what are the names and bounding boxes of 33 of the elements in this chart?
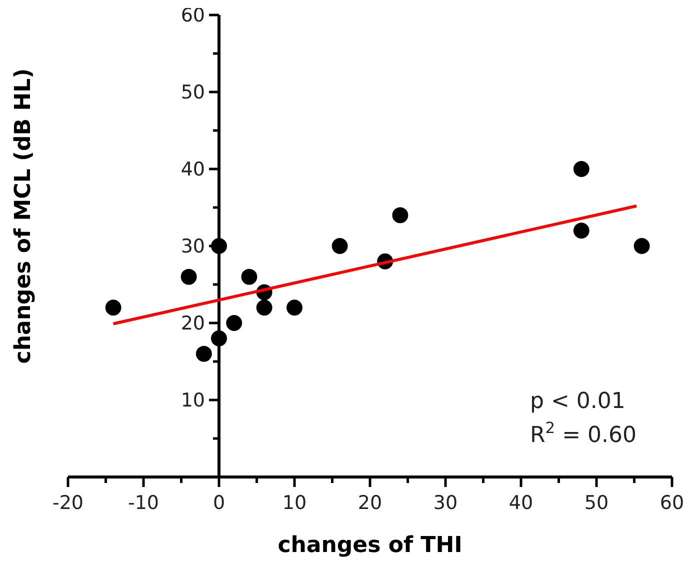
point: [573, 222, 590, 239]
point: [211, 238, 227, 254]
x-tick-label: -10: [128, 492, 160, 514]
point: [392, 207, 408, 224]
x-tick-label: 0: [212, 492, 226, 514]
annotation: p < 0.01: [530, 389, 626, 414]
point: [180, 268, 197, 285]
x-tick-label: 30: [433, 492, 458, 514]
point: [573, 161, 590, 177]
point: [226, 315, 242, 331]
annotation: R$^{2}$ = 0.60: [530, 419, 636, 448]
point: [634, 238, 650, 254]
point: [256, 300, 272, 316]
x-tick-label: 10: [282, 492, 307, 514]
y-axis-title: changes of MCL (dB HL): [11, 68, 36, 364]
point: [241, 268, 258, 285]
y-tick-label: 10: [180, 390, 205, 412]
y-tick-label: 50: [180, 82, 205, 104]
x-tick-label: 60: [660, 492, 684, 514]
x-tick-label: 50: [584, 492, 609, 514]
point: [211, 330, 227, 346]
point: [286, 300, 302, 316]
y-tick-label: 30: [180, 236, 205, 258]
point: [196, 346, 212, 362]
y-tick-label: 60: [180, 4, 205, 27]
x-tick-label: 20: [358, 492, 382, 514]
point: [332, 238, 348, 254]
x-axis-title: changes of THI: [278, 533, 462, 558]
x-tick-label: 40: [508, 492, 534, 514]
x-tick-label: -20: [52, 492, 84, 514]
y-tick-label: 20: [180, 312, 205, 335]
point: [105, 300, 122, 316]
y-tick-label: 40: [180, 158, 205, 181]
